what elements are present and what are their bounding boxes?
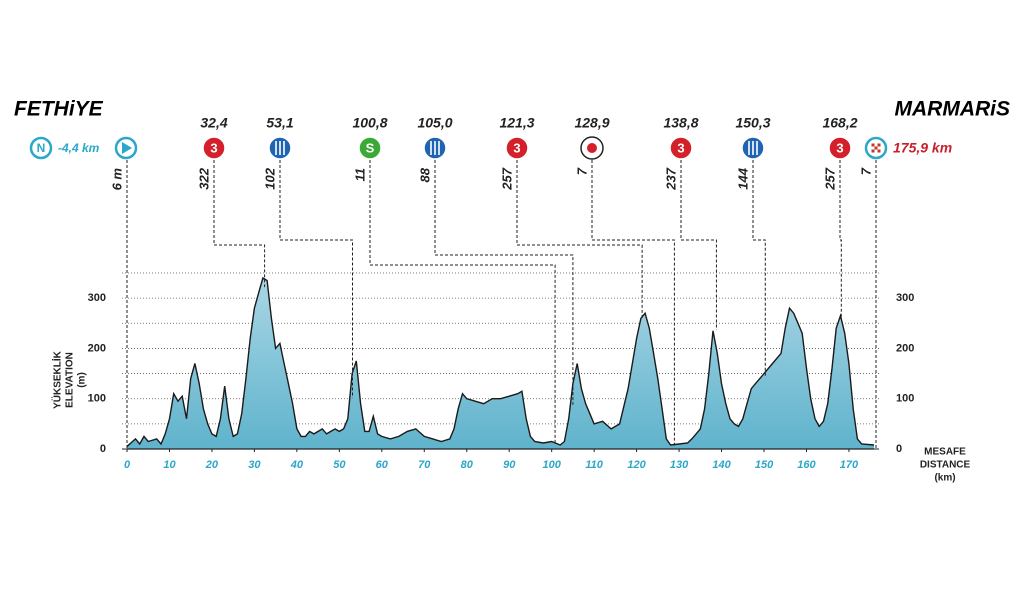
marker-km: 53,1 [266,115,293,131]
x-tick-label: 140 [712,459,731,471]
profile-area [127,278,874,449]
profile-line [126,276,875,448]
marker-altitude: 144 [735,167,750,189]
y-axis-label: ELEVATION [65,352,76,408]
finish-check [877,149,881,153]
marker-altitude: 7 [574,167,589,175]
y-tick-label-right: 200 [896,342,914,354]
neutral-distance: -4,4 km [58,141,100,155]
marker-leader [279,160,354,398]
x-tick-label: 20 [205,459,219,471]
marker-icon [669,136,693,160]
start-name: FETHiYE [14,98,104,121]
marker-km: 121,3 [499,115,534,131]
finish-altitude: 7 [858,167,873,175]
marker-icon-label: 3 [210,140,217,155]
x-tick-label: 110 [585,459,603,471]
marker-km: 150,3 [735,115,770,131]
marker-leader [591,160,675,446]
x-axis-label: (km) [934,473,955,484]
y-tick-label-right: 300 [896,292,914,304]
marker-icon [358,136,382,160]
x-tick-label: 40 [290,459,304,471]
y-tick-label: 100 [88,393,106,405]
x-tick-label: 130 [670,459,689,471]
marker-km: 100,8 [352,115,387,131]
marker-km: 105,0 [417,115,452,131]
marker-altitude: 322 [196,167,211,189]
x-tick-label: 0 [124,459,131,471]
marker-icon-label: S [366,140,375,155]
y-axis-label: YÜKSEKLİK [51,350,64,409]
marker-km: 128,9 [574,115,609,131]
marker-leader [752,160,766,377]
marker-altitude: 257 [822,167,837,190]
marker-icon [505,136,529,160]
finish-check [871,143,875,147]
x-axis-label: DISTANCE [920,460,971,471]
x-tick-label: 60 [376,459,389,471]
neutral-icon-label: N [37,141,46,155]
x-tick-label: 80 [461,459,474,471]
marker-icon-label: 3 [677,140,684,155]
marker-km: 32,4 [200,115,227,131]
x-tick-label: 70 [418,459,431,471]
finish-check [877,143,881,147]
x-tick-label: 10 [163,459,176,471]
marker-km: 168,2 [822,115,857,131]
y-tick-label: 0 [100,443,106,455]
marker-altitude: 88 [417,167,432,182]
marker-altitude: 257 [499,167,514,190]
marker-altitude: 102 [262,167,277,189]
x-tick-label: 100 [542,459,561,471]
marker-leader [516,160,643,320]
y-tick-label: 300 [88,292,106,304]
x-tick-label: 170 [840,459,859,471]
x-tick-label: 120 [627,459,646,471]
y-axis-label: (m) [77,372,88,388]
y-tick-label-right: 100 [896,393,914,405]
marker-leader [839,160,842,320]
marker-km: 138,8 [663,115,698,131]
finish-distance: 175,9 km [893,140,952,156]
neutral-icon [29,136,53,160]
x-tick-label: 50 [333,459,346,471]
marker-leader [680,160,717,330]
marker-altitude: 11 [352,168,367,182]
start-arrow [122,142,132,154]
marker-leader [213,160,266,288]
x-tick-label: 150 [755,459,774,471]
finish-check [874,146,878,150]
marker-altitude: 237 [663,167,678,190]
x-tick-label: 90 [503,459,516,471]
marker-leader [369,160,556,444]
marker-icon-label: 3 [513,140,520,155]
marker-icon [828,136,852,160]
marker-icon-label: 3 [836,140,843,155]
x-tick-label: 30 [248,459,261,471]
finish-name: MARMARiS [895,98,1011,121]
y-tick-label-right: 0 [896,443,902,455]
y-tick-label: 200 [88,342,106,354]
marker-leader [434,160,574,405]
x-tick-label: 160 [797,459,816,471]
bonus-glyph [587,143,597,153]
marker-icon [202,136,226,160]
x-axis-label: MESAFE [924,447,966,458]
start-altitude: 6 m [109,168,124,191]
finish-check [871,149,875,153]
